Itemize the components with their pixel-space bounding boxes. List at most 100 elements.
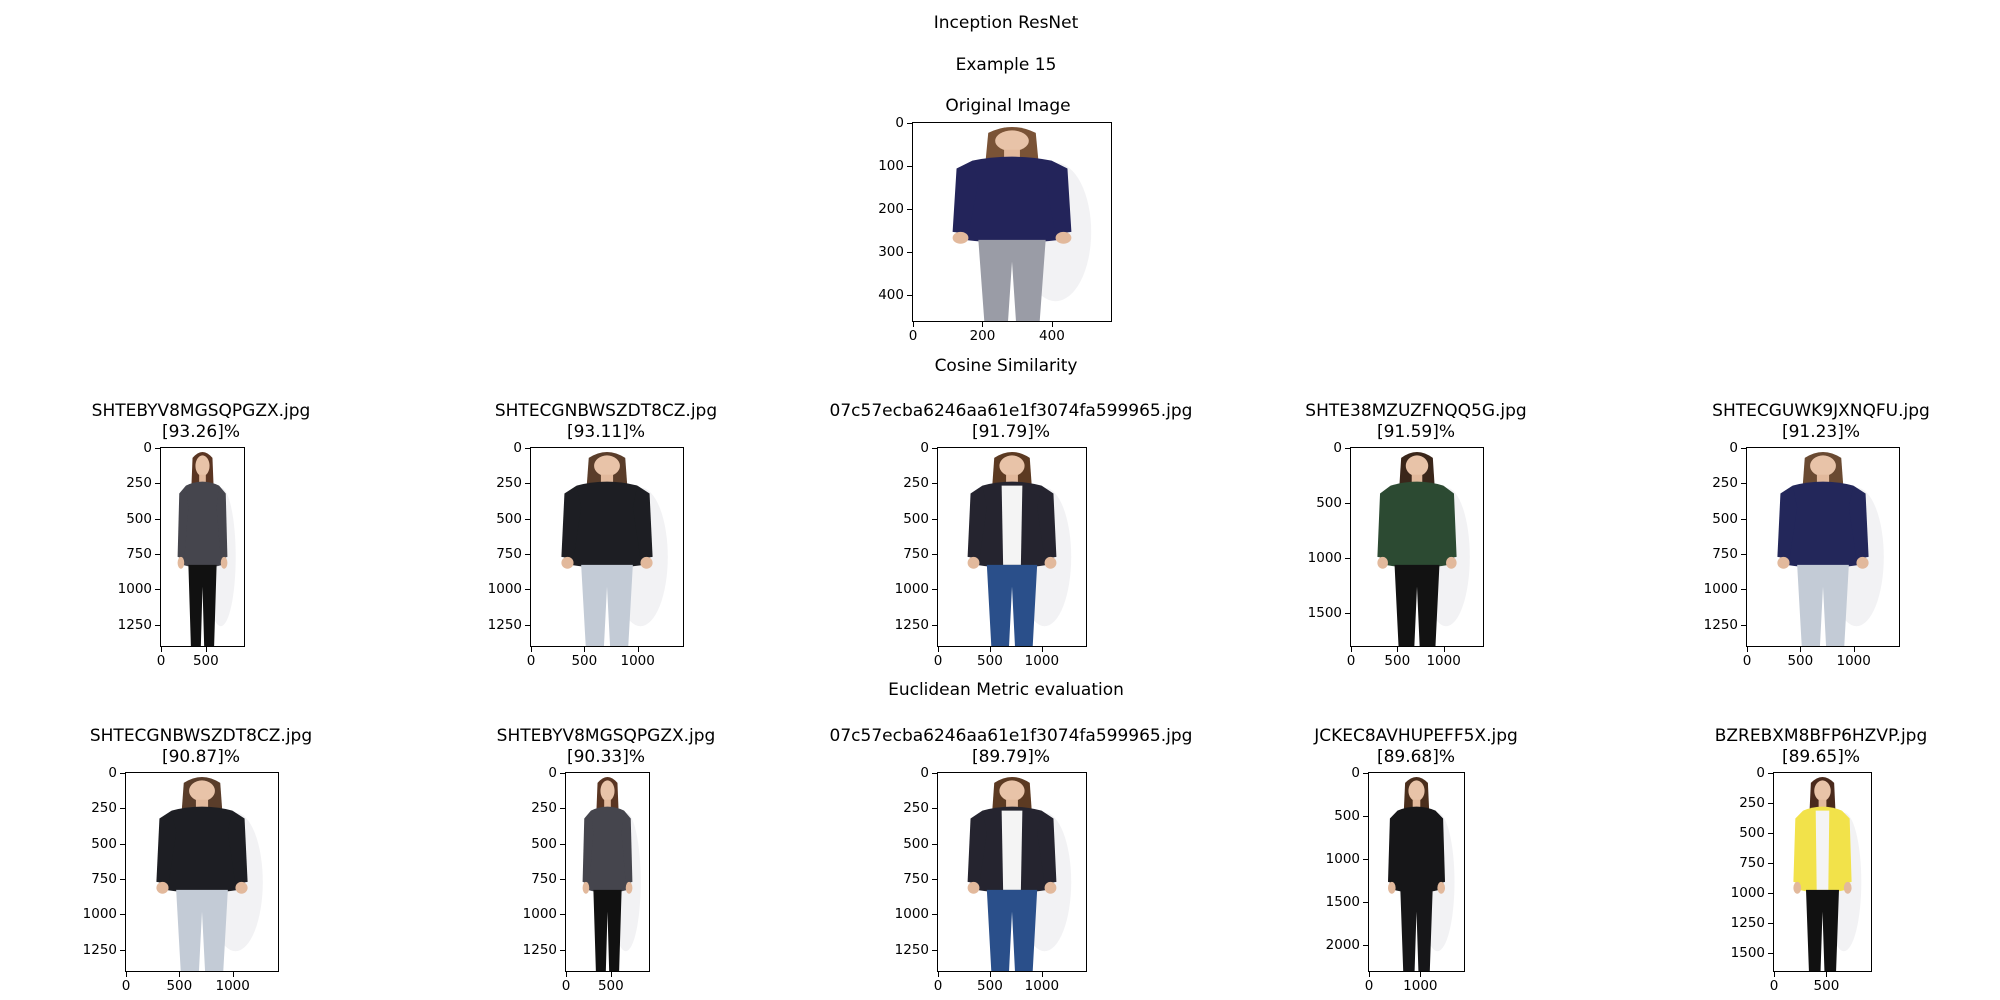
original-xtick-mark — [1051, 322, 1053, 327]
cosine-result-3-xtick-label: 500 — [977, 653, 1003, 669]
cosine-result-4-ytick-mark — [1345, 613, 1350, 614]
original-ytick-label: 400 — [878, 287, 904, 304]
euclidean-result-3-ytick-mark — [932, 843, 937, 845]
cosine-result-5-xtick-mark — [1853, 647, 1855, 652]
euclidean-result-1-ytick-label: 750 — [91, 871, 117, 888]
euclidean-result-2-photo — [566, 773, 649, 971]
euclidean-result-2-xtick-mark — [610, 972, 612, 977]
cosine-result-1-ytick-mark — [155, 518, 160, 520]
euclidean-result-4-ytick-label: 2000 — [1325, 937, 1360, 954]
cosine-result-2-ytick-label: 750 — [496, 546, 522, 563]
euclidean-result-5-ytick-label: 1000 — [1730, 885, 1765, 901]
cosine-result-3-ytick-label: 1000 — [894, 581, 929, 598]
euclidean-result-1-xtick-mark — [232, 972, 234, 977]
cosine-result-1-ytick-label: 1250 — [117, 616, 152, 633]
euclidean-result-3-ytick-label: 500 — [903, 835, 929, 852]
euclidean-result-1-ytick-label: 0 — [108, 765, 117, 781]
euclidean-result-3-xtick-label: 1000 — [1024, 978, 1060, 994]
cosine-result-3-filename: 07c57ecba6246aa61e1f3074fa599965.jpg — [829, 401, 1193, 421]
cosine-result-5-ytick-mark — [1741, 554, 1746, 556]
euclidean-result-4-xtick-label: 1000 — [1403, 978, 1438, 994]
euclidean-result-4-ytick-mark — [1363, 816, 1368, 818]
euclidean-result-3-ytick-label: 0 — [920, 765, 929, 781]
cosine-result-1-ytick-mark — [155, 589, 160, 591]
euclidean-result-3-ytick-label: 250 — [903, 800, 929, 817]
cosine-result-1-ytick-label: 250 — [126, 475, 152, 492]
euclidean-result-1-xtick-label: 1000 — [215, 978, 250, 994]
euclidean-result-3-xtick-label: 0 — [933, 978, 943, 994]
example-label: Example 15 — [955, 55, 1057, 75]
cosine-result-4-ytick-mark — [1345, 503, 1350, 504]
cosine-result-2-image — [530, 447, 684, 647]
cosine-result-5-xtick-mark — [1800, 647, 1802, 652]
euclidean-metric-title: Euclidean Metric evaluation — [888, 680, 1124, 700]
cosine-result-1-xtick-label: 0 — [156, 653, 166, 669]
cosine-result-5-filename: SHTECGUWK9JXNQFU.jpg — [1712, 401, 1930, 421]
cosine-result-3-ytick-mark — [932, 483, 937, 485]
euclidean-result-2-ytick-label: 0 — [548, 765, 557, 781]
original-ytick-label: 0 — [895, 115, 904, 131]
cosine-result-4-ytick-label: 1000 — [1307, 550, 1342, 566]
cosine-result-2-ytick-mark — [525, 483, 530, 485]
euclidean-result-2-ytick-mark — [560, 843, 565, 845]
cosine-result-2-score: [93.11]% — [566, 422, 646, 442]
cosine-result-3-xtick-mark — [938, 647, 939, 652]
cosine-result-2-ytick-mark — [525, 624, 530, 626]
cosine-result-3-xtick-mark — [989, 647, 991, 652]
euclidean-result-1-ytick-label: 1250 — [82, 941, 117, 958]
figure-title: Inception ResNet — [933, 13, 1079, 33]
original-xtick-label: 200 — [969, 328, 996, 344]
euclidean-result-2-ytick-label: 750 — [531, 871, 557, 888]
cosine-result-1-xtick-label: 500 — [192, 653, 219, 669]
original-photo — [913, 123, 1111, 321]
euclidean-result-1-filename: SHTECGNBWSZDT8CZ.jpg — [89, 726, 313, 746]
euclidean-result-1-ytick-mark — [120, 914, 125, 916]
euclidean-result-1-image — [125, 772, 279, 972]
original-ytick-mark — [907, 252, 912, 254]
euclidean-result-4-xtick-mark — [1420, 972, 1422, 977]
cosine-result-1-ytick-mark — [155, 554, 160, 556]
cosine-result-5-ytick-mark — [1741, 518, 1746, 520]
cosine-result-4-score: [91.59]% — [1376, 422, 1456, 442]
euclidean-result-5-ytick-label: 1250 — [1730, 915, 1765, 931]
cosine-result-3-xtick-label: 0 — [933, 653, 943, 669]
cosine-result-4-xtick-mark — [1443, 647, 1445, 652]
cosine-result-4-xtick-label: 500 — [1384, 653, 1411, 669]
euclidean-result-2-ytick-label: 500 — [531, 835, 557, 852]
cosine-result-5-ytick-mark — [1741, 589, 1746, 591]
euclidean-result-5-ytick-mark — [1768, 773, 1773, 774]
cosine-result-2-ytick-label: 500 — [496, 510, 522, 527]
cosine-result-2-ytick-mark — [525, 554, 530, 556]
original-image — [912, 122, 1112, 322]
cosine-result-4-ytick-mark — [1345, 448, 1350, 449]
cosine-result-3-xtick-label: 1000 — [1024, 653, 1060, 669]
cosine-result-5-ytick-label: 1250 — [1703, 616, 1738, 633]
euclidean-result-2-xtick-mark — [566, 972, 567, 977]
cosine-result-5-photo — [1747, 448, 1899, 646]
euclidean-result-3-ytick-mark — [932, 773, 937, 774]
cosine-result-5-ytick-label: 0 — [1729, 440, 1738, 456]
cosine-result-3-ytick-label: 0 — [920, 440, 929, 456]
cosine-result-2-ytick-label: 0 — [513, 440, 522, 456]
euclidean-result-4-image — [1368, 772, 1465, 972]
euclidean-result-4-ytick-mark — [1363, 902, 1368, 904]
cosine-result-5-ytick-mark — [1741, 624, 1746, 626]
cosine-result-5-xtick-label: 0 — [1742, 653, 1752, 669]
euclidean-result-2-ytick-label: 250 — [531, 800, 557, 817]
cosine-result-3-ytick-mark — [932, 448, 937, 449]
euclidean-result-3-ytick-mark — [932, 914, 937, 916]
euclidean-result-4-ytick-label: 1000 — [1325, 851, 1360, 868]
euclidean-result-5-score: [89.65]% — [1781, 747, 1861, 767]
euclidean-result-5-xtick-mark — [1826, 972, 1828, 977]
cosine-result-1-ytick-label: 0 — [143, 440, 152, 456]
cosine-result-1-ytick-label: 1000 — [117, 581, 152, 598]
euclidean-result-1-ytick-mark — [120, 879, 125, 881]
euclidean-result-2-ytick-mark — [560, 949, 565, 951]
euclidean-result-4-ytick-mark — [1363, 945, 1368, 947]
original-image-title: Original Image — [945, 96, 1071, 116]
euclidean-result-1-ytick-mark — [120, 808, 125, 810]
euclidean-result-1-score: [90.87]% — [161, 747, 241, 767]
cosine-result-2-xtick-label: 1000 — [620, 653, 655, 669]
euclidean-result-1-ytick-label: 250 — [91, 800, 117, 817]
cosine-result-5-ytick-label: 250 — [1712, 475, 1738, 492]
